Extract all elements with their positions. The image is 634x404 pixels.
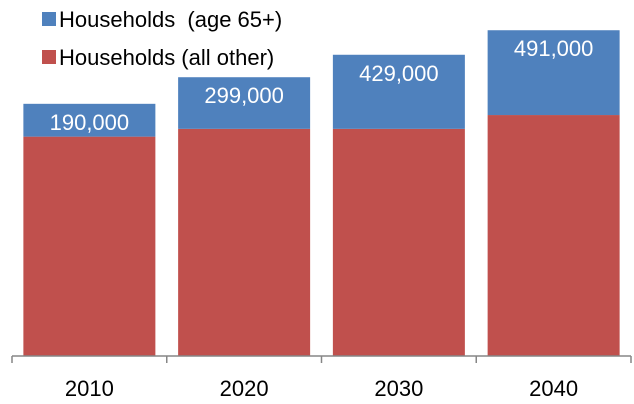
bar-households-age-65-2040 [487,30,620,116]
legend: Households (age 65+) Households (all othe… [42,7,282,70]
bar-households-age-65-2020 [178,77,311,129]
data-labels: 190,000 299,000 429,000 491,000 [50,36,594,135]
x-tick-label-2010: 2010 [65,376,114,401]
data-label-2010: 190,000 [50,110,130,135]
x-axis-ticks: 2010 2020 2030 2040 [11,356,632,401]
data-label-2030: 429,000 [359,61,439,86]
legend-label-households-all-other: Households (all other) [59,45,274,70]
x-tick-label-2040: 2040 [529,376,578,401]
legend-swatch-households-all-other [42,50,56,64]
legend-label-households-age-65: Households (age 65+) [59,7,282,32]
data-label-2040: 491,000 [514,36,594,61]
bar-households-all-other-2020 [178,128,311,356]
bar-households-all-other-2030 [332,128,465,356]
bar-households-age-65-2010 [23,103,156,137]
bar-households-all-other-2010 [23,136,156,356]
x-tick-label-2020: 2020 [220,376,269,401]
bars [23,30,620,356]
data-label-2020: 299,000 [204,83,284,108]
bar-households-all-other-2040 [487,115,620,356]
x-tick-label-2030: 2030 [374,376,423,401]
bar-households-age-65-2030 [332,54,465,129]
legend-swatch-households-age-65 [42,12,56,26]
